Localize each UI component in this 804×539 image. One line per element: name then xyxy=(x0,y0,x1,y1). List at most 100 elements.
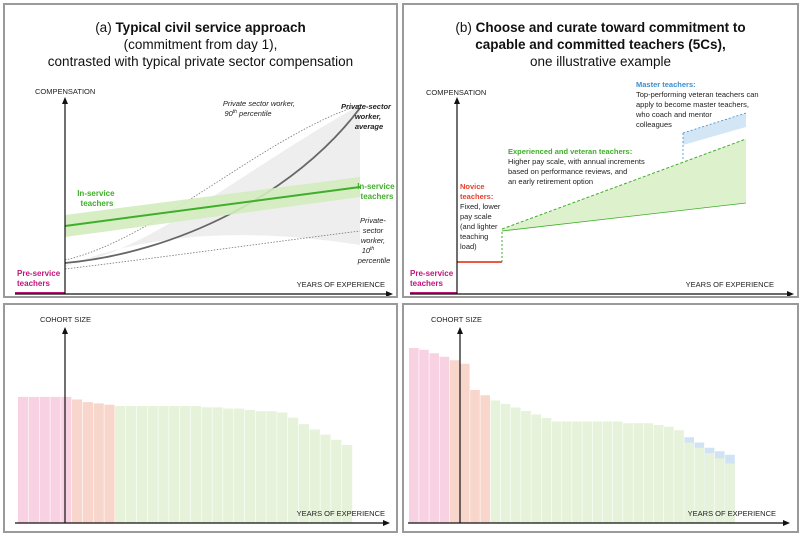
cohort-bar xyxy=(429,353,439,523)
cohort-bar xyxy=(331,439,342,523)
panel-a-diagram: COMPENSATION YEARS OF EXPERIENCE Pre-ser… xyxy=(15,87,396,296)
panel-b-title-prefix: (b) xyxy=(455,20,476,35)
experienced-wedge xyxy=(502,139,746,231)
cohort-bar-overlay xyxy=(684,442,694,523)
cohort-bar xyxy=(531,414,541,523)
x-axis-label: YEARS OF EXPERIENCE xyxy=(297,280,385,289)
cohort-bar xyxy=(136,406,147,523)
panel-a-title-prefix: (a) xyxy=(95,20,116,35)
cohort-bar-overlay xyxy=(704,453,715,523)
private-10th-label: Private- sector worker, 10th percentile xyxy=(357,216,391,265)
novice-body: Fixed, lower pay scale (and lighter teac… xyxy=(460,202,503,251)
private-10-num: 10 xyxy=(362,246,371,255)
experienced-body-l3: an early retirement option xyxy=(508,177,593,186)
private-avg-l2: worker, xyxy=(355,112,381,121)
x-axis-arrow xyxy=(386,291,393,296)
panel-a-title: (a) Typical civil service approach (comm… xyxy=(5,19,396,70)
x-axis-label-c: YEARS OF EXPERIENCE xyxy=(297,509,385,518)
cohort-bar xyxy=(602,421,613,523)
pre-service-label: Pre-service teachers xyxy=(17,269,62,288)
pre-service-label-l1: Pre-service xyxy=(17,269,61,278)
in-service-left-l1: In-service xyxy=(77,189,115,198)
cohort-bar xyxy=(480,395,490,523)
cohort-bar xyxy=(234,408,245,523)
master-line xyxy=(682,112,747,134)
panel-b-title-line3: one illustrative example xyxy=(529,54,672,69)
cohort-bar xyxy=(439,356,450,523)
y-axis-label: COMPENSATION xyxy=(35,87,95,96)
in-service-label-right: In-service teachers xyxy=(357,182,396,201)
panel-d-bars xyxy=(409,348,735,523)
novice-body-l2: pay scale xyxy=(460,212,492,221)
cohort-bar xyxy=(470,390,480,523)
panel-b-title-bold2: capable and committed teachers (5Cs), xyxy=(475,37,726,52)
private-10-l5: percentile xyxy=(357,256,391,265)
cohort-bar xyxy=(104,404,115,523)
panel-c-bars xyxy=(18,396,353,523)
cohort-bar xyxy=(158,406,169,523)
cohort-bar xyxy=(180,406,191,523)
panel-a-title-bold: Typical civil service approach xyxy=(115,20,306,35)
panel-d-chart: COHORT SIZE YEARS OF EXPERIENCE xyxy=(408,315,790,526)
private-90-sup: th xyxy=(233,109,237,115)
pre-service-b-l2: teachers xyxy=(410,279,443,288)
cohort-bar xyxy=(277,412,288,523)
experienced-body: Higher pay scale, with annual increments… xyxy=(508,157,647,186)
panel-a-title-line2: (commitment from day 1), xyxy=(123,37,278,52)
cohort-bar xyxy=(449,360,460,523)
x-axis-label-b: YEARS OF EXPERIENCE xyxy=(686,280,774,289)
private-avg-l3: average xyxy=(355,122,383,131)
cohort-bar xyxy=(39,396,50,523)
private-90-l1: Private sector worker, xyxy=(223,99,295,108)
panel-d: COHORT SIZE YEARS OF EXPERIENCE xyxy=(402,303,799,533)
y-axis-label-c: COHORT SIZE xyxy=(40,315,91,324)
cohort-bar xyxy=(309,429,320,523)
private-average-label: Private-sector worker, average xyxy=(341,102,393,131)
x-axis-arrow-d xyxy=(783,520,790,526)
cohort-bar xyxy=(664,426,674,523)
master-body: Top-performing veteran teachers can appl… xyxy=(635,90,761,129)
experienced-lower xyxy=(501,202,747,232)
cohort-bar-overlay xyxy=(715,458,725,523)
cohort-bar xyxy=(288,417,299,523)
cohort-bar xyxy=(674,430,684,523)
master-body-l4: colleagues xyxy=(636,120,672,129)
cohort-bar xyxy=(541,418,552,523)
panel-b: (b) Choose and curate toward commitment … xyxy=(402,3,799,298)
cohort-bar xyxy=(298,424,309,523)
master-wedge xyxy=(683,113,746,145)
novice-body-l3: (and lighter xyxy=(460,222,498,231)
cohort-bar xyxy=(169,406,180,523)
novice-head-l1: Novice xyxy=(460,182,485,191)
cohort-bar xyxy=(28,396,39,523)
cohort-bar xyxy=(115,406,126,523)
cohort-bar xyxy=(419,349,429,523)
cohort-bar xyxy=(212,407,223,523)
cohort-bar xyxy=(521,411,531,523)
cohort-bar xyxy=(223,408,234,523)
private-10-l2: sector xyxy=(363,226,384,235)
panel-a-title-line3: contrasted with typical private sector c… xyxy=(47,54,354,69)
cohort-bar xyxy=(201,407,212,523)
private-90-rest: percentile xyxy=(237,109,272,118)
private-avg-l1: Private-sector xyxy=(341,102,392,111)
y-axis-arrow-c xyxy=(62,327,68,334)
novice-heading: Novice teachers: xyxy=(460,182,493,201)
in-service-label-left: In-service teachers xyxy=(77,189,117,208)
novice-head-l2: teachers: xyxy=(460,192,493,201)
panel-c-chart: COHORT SIZE YEARS OF EXPERIENCE xyxy=(15,315,390,526)
cohort-bar xyxy=(82,402,93,523)
cohort-bar xyxy=(126,406,137,523)
novice-body-l1: Fixed, lower xyxy=(460,202,501,211)
master-body-l2: apply to become master teachers, xyxy=(636,100,749,109)
cohort-bar xyxy=(562,421,572,523)
pre-service-b-l1: Pre-service xyxy=(410,269,454,278)
experienced-body-l1: Higher pay scale, with annual increments xyxy=(508,157,645,166)
novice-body-l4: teaching xyxy=(460,232,488,241)
experienced-body-l2: based on performance reviews, and xyxy=(508,167,627,176)
private-10-sup: th xyxy=(370,246,374,252)
private-90-num: 90 xyxy=(224,109,233,118)
master-heading: Master teachers: xyxy=(636,80,696,89)
private-10th-line xyxy=(64,230,361,270)
private-90th-label: Private sector worker, 90th percentile xyxy=(223,99,297,118)
